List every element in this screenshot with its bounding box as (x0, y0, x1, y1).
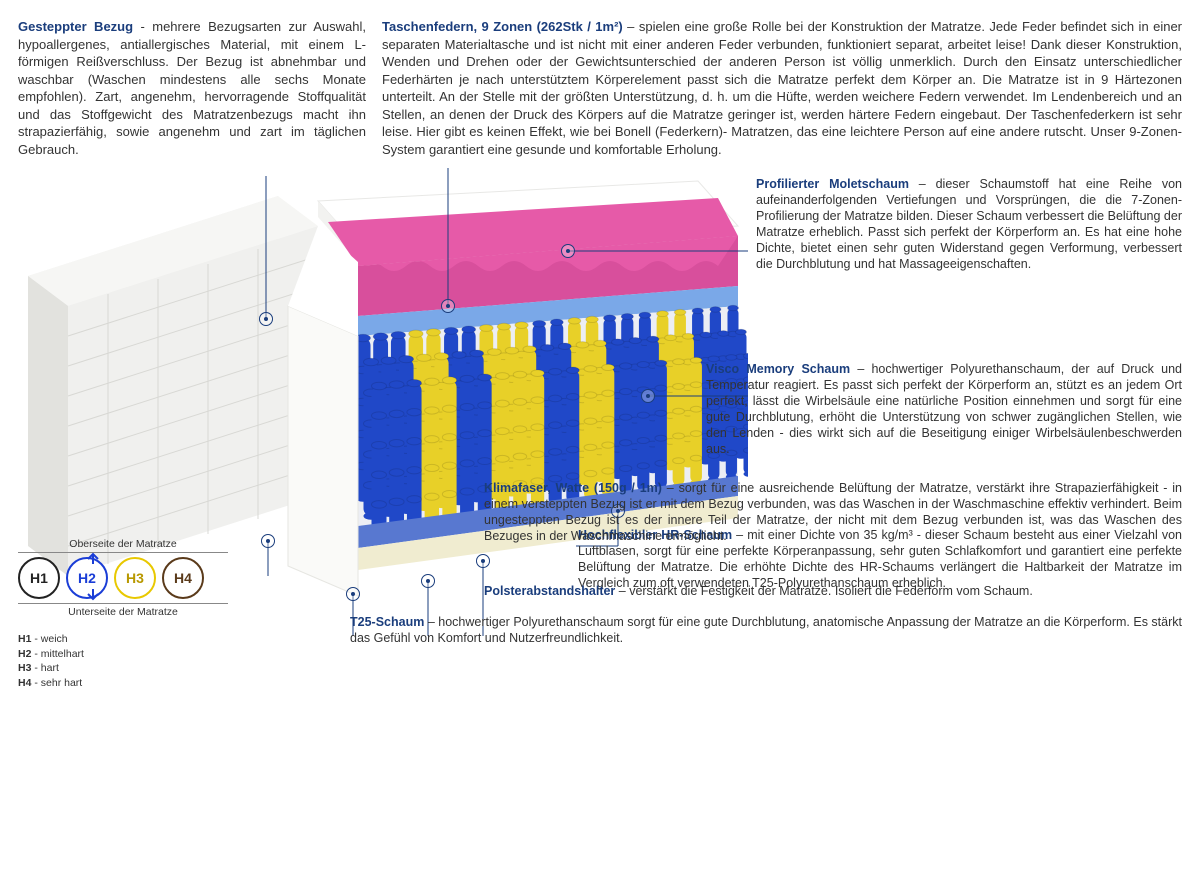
heading-t25: T25-Schaum (350, 615, 424, 629)
hardness-circles: H1H2H3H4 (18, 557, 228, 599)
heading-springs: Taschenfedern, 9 Zonen (262Stk / 1m²) (382, 19, 623, 34)
heading-molet: Profilierter Moletschaum (756, 177, 909, 191)
text-polster: – verstärkt die Festigkeit der Matratze.… (615, 584, 1033, 598)
heading-klima: Klimafaser, Watte (150g / 1m) (484, 481, 662, 495)
arrow-down-icon (78, 589, 108, 603)
heading-polster: Polsterabstandshalter (484, 584, 615, 598)
section-polster: Polsterabstandshalter – verstärkt die Fe… (484, 583, 1182, 599)
section-t25: T25-Schaum – hochwertiger Polyurethansch… (350, 614, 1182, 646)
text-springs: – spielen eine große Rolle bei der Konst… (382, 19, 1182, 157)
section-molet: Profilierter Moletschaum – dieser Schaum… (756, 176, 1182, 272)
hardness-h1: H1 (18, 557, 60, 599)
text-visco: – hochwertiger Polyurethanschaum, der au… (706, 362, 1182, 456)
text-cover: - mehrere Bezugsarten zur Auswahl, hypoa… (18, 19, 366, 157)
legend-bottom-label: Unterseite der Matratze (18, 603, 228, 618)
heading-cover: Gesteppter Bezug (18, 19, 133, 34)
hardness-legend: Oberseite der Matratze H1H2H3H4 Untersei… (18, 538, 228, 691)
section-springs: Taschenfedern, 9 Zonen (262Stk / 1m²) – … (382, 18, 1182, 158)
section-cover: Gesteppter Bezug - mehrere Bezugsarten z… (18, 18, 366, 158)
text-molet: – dieser Schaumstoff hat eine Reihe von … (756, 177, 1182, 271)
arrow-up-icon (78, 550, 108, 564)
hardness-definitions: H1 - weichH2 - mittelhartH3 - hartH4 - s… (18, 632, 228, 691)
text-t25: – hochwertiger Polyurethanschaum sorgt f… (350, 615, 1182, 645)
hardness-h4: H4 (162, 557, 204, 599)
heading-visco: Visco Memory Schaum (706, 362, 850, 376)
section-visco: Visco Memory Schaum – hochwertiger Polyu… (706, 361, 1182, 457)
legend-top-label: Oberseite der Matratze (18, 538, 228, 553)
section-klima: Klimafaser, Watte (150g / 1m) – sorgt fü… (484, 480, 1182, 544)
hardness-h3: H3 (114, 557, 156, 599)
